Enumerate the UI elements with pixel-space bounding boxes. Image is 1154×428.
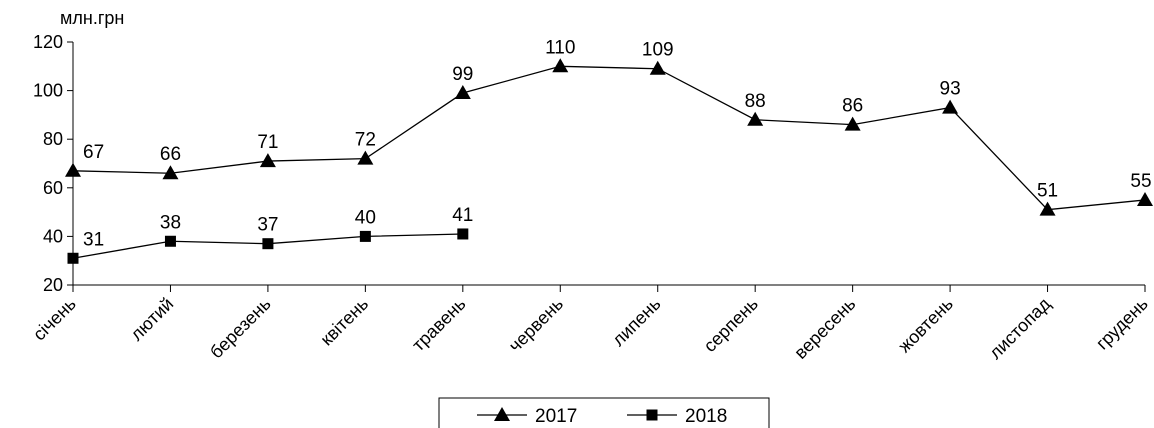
data-label-2017: 93 — [940, 79, 961, 100]
y-tick-label: 60 — [43, 178, 63, 198]
series-2018: 31 38 37 40 41 — [67, 205, 473, 264]
data-point-2017 — [65, 162, 81, 177]
y-tick-label: 80 — [43, 129, 63, 149]
x-category-label: червень — [505, 294, 567, 356]
x-category-label: травень — [408, 294, 469, 355]
data-point-2017 — [162, 165, 179, 180]
data-label-2017: 51 — [1037, 181, 1058, 202]
x-category-label: липень — [608, 294, 664, 350]
x-category-label: березень — [206, 294, 275, 363]
y-tick-label: 20 — [43, 275, 63, 295]
data-point-2017 — [844, 116, 861, 131]
data-label-2017: 88 — [745, 91, 766, 112]
series-layer: 67 66 71 72 99 110 109 88 86 93 51 55 31 38 37 40 41 — [65, 37, 1153, 264]
data-label-2017: 71 — [257, 132, 278, 153]
legend-marker-2017 — [494, 407, 510, 421]
data-label-2017: 55 — [1130, 171, 1151, 192]
data-point-2017 — [259, 153, 276, 168]
y-axis-unit-label: млн.грн — [60, 8, 124, 28]
data-point-2017 — [942, 99, 959, 114]
x-category-label: серпень — [700, 294, 762, 356]
x-category-label: квітень — [316, 294, 372, 350]
data-label-2018: 41 — [452, 205, 473, 226]
data-point-2018 — [262, 238, 274, 250]
data-point-2017 — [454, 85, 471, 100]
series-line-2017 — [72, 65, 1146, 211]
data-point-2018 — [457, 228, 469, 240]
data-point-2017 — [649, 60, 666, 75]
data-label-2017: 72 — [355, 130, 376, 151]
x-category-label: грудень — [1092, 294, 1152, 354]
data-point-2017 — [1039, 201, 1056, 216]
data-point-2017 — [357, 150, 374, 165]
data-point-2017 — [747, 111, 764, 126]
data-point-2017 — [552, 58, 569, 73]
data-point-2018 — [164, 235, 176, 247]
data-point-2018 — [67, 252, 79, 264]
data-label-2018: 37 — [257, 215, 278, 236]
data-label-2018: 40 — [355, 207, 376, 228]
data-label-2017: 110 — [545, 37, 575, 58]
legend-marker-2018 — [646, 409, 658, 421]
legend-label-2017: 2017 — [535, 406, 577, 427]
data-point-2017 — [1137, 191, 1153, 206]
data-label-2017: 109 — [642, 40, 674, 61]
series-2017: 67 66 71 72 99 110 109 88 86 93 51 55 — [65, 37, 1153, 216]
data-label-2017: 99 — [452, 64, 473, 85]
x-category-label: жовтень — [894, 294, 957, 357]
axes: 20 40 60 80 100 120 січень лютий березень квітень… — [29, 32, 1152, 363]
data-label-2017: 67 — [83, 142, 104, 163]
legend-label-2018: 2018 — [685, 406, 727, 427]
y-tick-label: 40 — [43, 226, 63, 246]
legend: 2017 2018 — [438, 397, 770, 428]
x-category-label: січень — [29, 294, 80, 345]
y-tick-label: 120 — [33, 32, 63, 52]
data-label-2018: 38 — [160, 212, 181, 233]
x-category-label: листопад — [985, 293, 1055, 363]
x-category-label: лютий — [126, 294, 177, 345]
legend-box — [438, 397, 770, 428]
x-category-label: вересень — [790, 294, 859, 363]
y-tick-label: 100 — [33, 81, 63, 101]
data-label-2017: 66 — [160, 144, 181, 165]
data-label-2018: 31 — [83, 229, 104, 250]
data-point-2018 — [359, 230, 371, 242]
data-label-2017: 86 — [842, 96, 863, 117]
